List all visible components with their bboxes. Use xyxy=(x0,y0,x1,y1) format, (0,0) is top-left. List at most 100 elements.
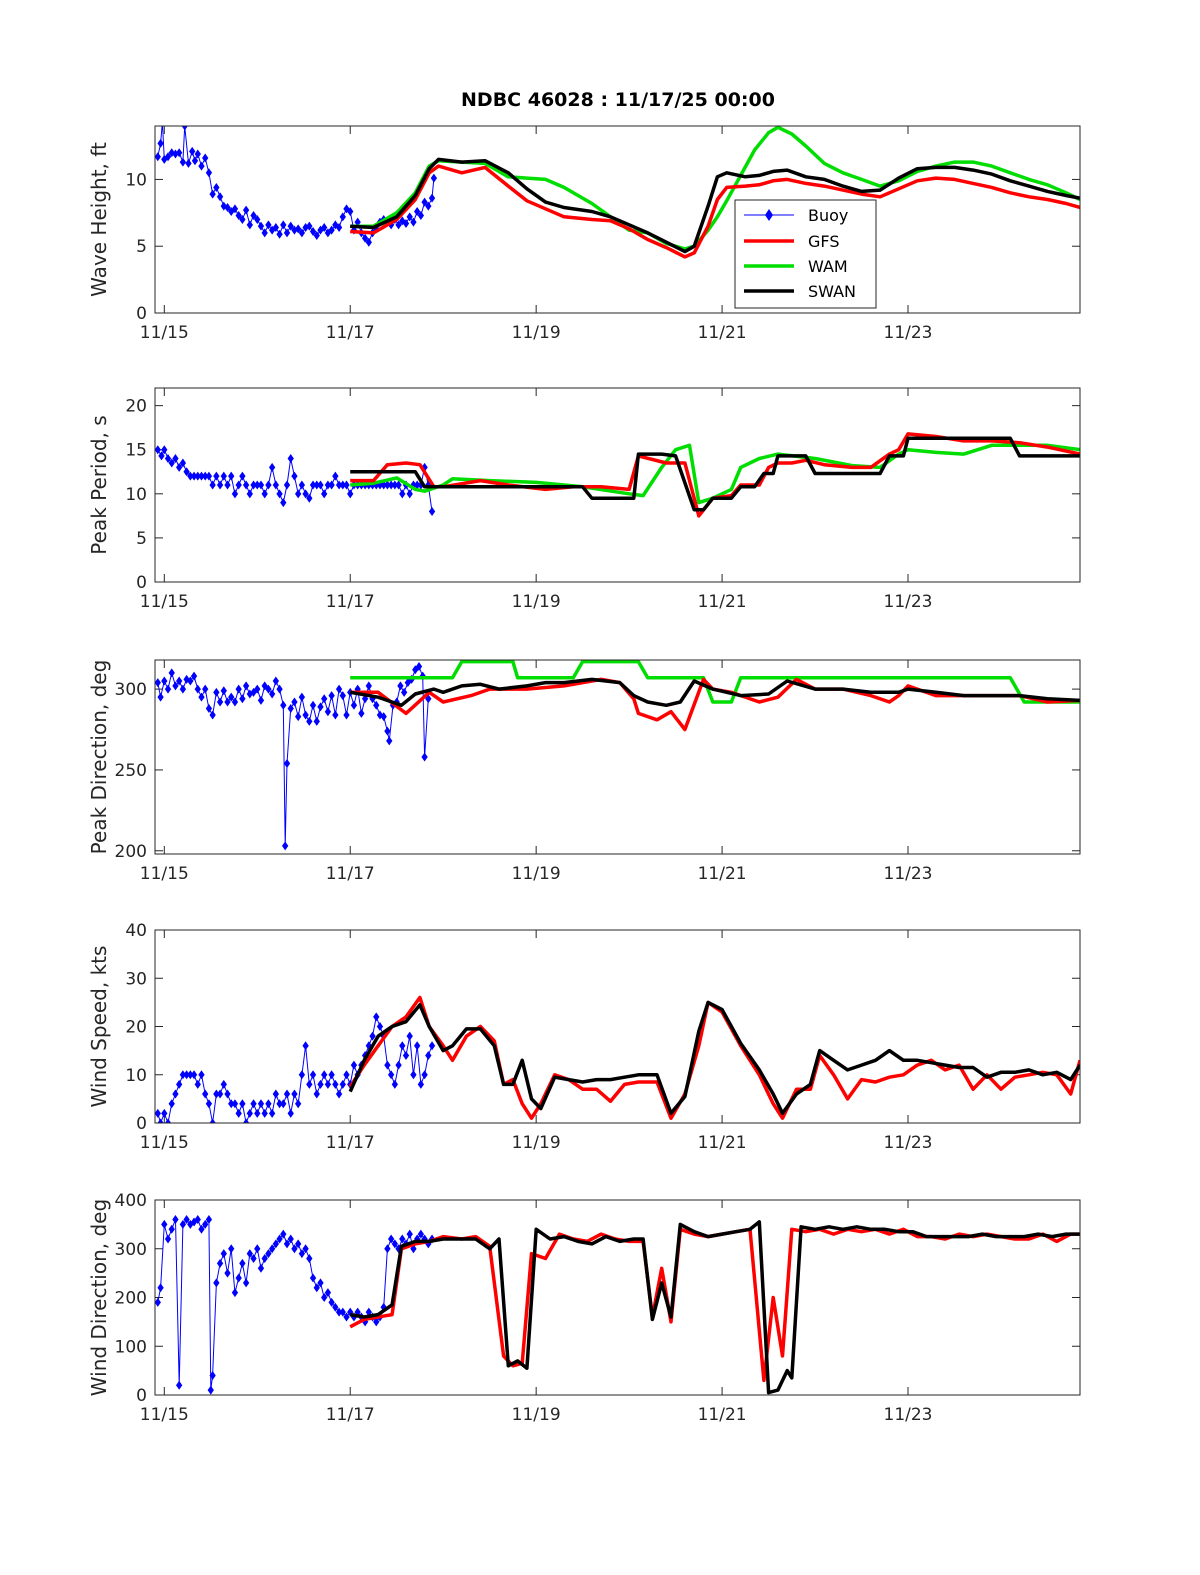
panel-5-buoy-marker xyxy=(280,1229,287,1239)
panel-4-buoy-marker xyxy=(387,1070,395,1080)
panel-1-buoy-marker xyxy=(430,173,438,183)
panel-5-buoy-marker xyxy=(328,1297,335,1307)
panel-4-buoy-marker xyxy=(425,1050,432,1060)
panel-2-buoy-marker xyxy=(317,480,324,490)
panel-1-buoy-marker xyxy=(287,221,294,231)
panel-5-series-buoy xyxy=(157,1219,433,1391)
panel-1-x-tick-label: 11/19 xyxy=(512,323,561,343)
panel-2-y-tick-label: 20 xyxy=(125,397,147,417)
panel-1-buoy-marker xyxy=(425,201,432,211)
panel-4-y-tick-label: 30 xyxy=(125,969,147,989)
panel-3-buoy-marker xyxy=(412,665,419,675)
panel-3-x-tick-label: 11/19 xyxy=(512,864,561,884)
panel-1-buoy-marker xyxy=(205,168,213,178)
panel-3-buoy-marker xyxy=(306,716,313,726)
panel-1-buoy-marker xyxy=(402,219,410,229)
panel-5-buoy-marker xyxy=(365,1307,372,1317)
panel-5-buoy-marker xyxy=(272,1239,280,1249)
panel-2-buoy-marker xyxy=(187,471,194,481)
panel-5-buoy-marker xyxy=(187,1219,194,1229)
panel-1-buoy-marker xyxy=(354,217,361,227)
panel-3-y-tick-label: 200 xyxy=(115,842,147,862)
panel-1-buoy-marker xyxy=(306,221,313,231)
panel-2-buoy-marker xyxy=(190,471,198,481)
panel-1-buoy-marker xyxy=(339,212,346,222)
panel-5-x-tick-label: 11/15 xyxy=(140,1405,189,1425)
panel-1-y-axis-label: Wave Height, ft xyxy=(87,142,111,297)
panel-2-buoy-marker xyxy=(257,480,265,490)
panel-2-buoy-marker xyxy=(399,489,406,499)
panel-2-buoy-marker xyxy=(391,480,398,490)
panel-4-x-tick-label: 11/15 xyxy=(140,1133,189,1153)
panel-5-buoy-marker xyxy=(257,1263,265,1273)
panel-4-y-tick-label: 10 xyxy=(125,1066,147,1086)
panel-3-buoy-marker xyxy=(157,692,164,702)
panel-4-x-tick-label: 11/21 xyxy=(698,1133,747,1153)
panel-1-x-tick-label: 11/17 xyxy=(326,323,375,343)
panel-4-buoy-marker xyxy=(414,1041,421,1051)
panel-1-buoy-marker xyxy=(280,220,287,230)
panel-4-buoy-marker xyxy=(332,1079,339,1089)
panel-5-y-tick-label: 0 xyxy=(136,1386,147,1406)
panel-2-buoy-marker xyxy=(295,489,302,499)
panel-4-buoy-marker xyxy=(164,1118,172,1123)
panel-4-buoy-marker xyxy=(313,1089,320,1099)
panel-1-buoy-marker xyxy=(410,217,417,227)
panel-3-buoy-marker xyxy=(321,694,328,704)
panel-4-buoy-marker xyxy=(317,1079,324,1089)
panel-4-buoy-marker xyxy=(168,1099,175,1109)
legend-label-swan: SWAN xyxy=(808,282,856,301)
panel-5-series-swan xyxy=(349,1220,1080,1395)
panel-2-buoy-marker xyxy=(242,480,250,490)
panel-1-buoy-marker xyxy=(181,126,188,131)
panel-5-buoy-marker xyxy=(387,1234,395,1244)
panel-2-buoy-marker xyxy=(216,480,224,490)
panel-1-buoy-marker xyxy=(172,149,179,159)
panel-1-buoy-marker xyxy=(313,231,320,241)
panel-1-buoy-marker xyxy=(224,202,231,212)
panel-2-buoy-marker xyxy=(395,480,402,490)
legend-label-buoy: Buoy xyxy=(808,206,848,225)
panel-5-buoy-marker xyxy=(207,1385,214,1395)
panel-4-buoy-marker xyxy=(384,1060,391,1070)
panel-5-buoy-marker xyxy=(261,1254,268,1263)
panel-4-buoy-marker xyxy=(172,1089,179,1099)
panel-4-buoy-marker xyxy=(268,1108,276,1118)
panel-5-buoy-marker xyxy=(168,1224,175,1234)
panel-2-buoy-marker xyxy=(306,493,313,503)
panel-3-buoy-marker xyxy=(358,708,365,718)
panel-3-x-tick-label: 11/21 xyxy=(698,864,747,884)
panel-5-buoy-marker xyxy=(335,1307,343,1317)
panel-1-buoy-marker xyxy=(235,210,242,220)
panel-5-buoy-marker xyxy=(332,1302,339,1312)
panel-3-buoy-marker xyxy=(384,726,391,736)
panel-2-buoy-marker xyxy=(268,462,276,472)
panel-3-buoy-marker xyxy=(250,687,257,697)
panel-2-buoy-marker xyxy=(298,480,306,490)
panel-5-buoy-marker xyxy=(287,1234,294,1244)
panel-4-buoy-marker xyxy=(287,1108,294,1118)
panel-4-buoy-marker xyxy=(276,1099,283,1109)
panel-5-buoy-marker xyxy=(317,1278,324,1288)
panel-4-buoy-marker xyxy=(239,1099,246,1109)
panel-2-buoy-marker xyxy=(231,489,239,499)
panel-5-x-tick-label: 11/21 xyxy=(698,1405,747,1425)
panel-3-buoy-marker xyxy=(373,700,380,710)
panel-2-x-tick-label: 11/23 xyxy=(884,592,933,612)
panel-2-buoy-marker xyxy=(347,489,354,499)
panel-1-series-wam xyxy=(350,126,1080,251)
panel-4-buoy-marker xyxy=(246,1108,253,1118)
panel-3-buoy-marker xyxy=(380,712,387,722)
panel-2-buoy-marker xyxy=(321,489,328,499)
panel-4-buoy-marker xyxy=(179,1070,187,1080)
panel-4: 11/15 11/17 11/19 11/21 11/23 0 10 20 30 40 Wind S… xyxy=(87,921,1081,1153)
panel-2-buoy-marker xyxy=(239,471,246,481)
panel-2-y-tick-label: 15 xyxy=(125,441,147,461)
panel-4-buoy-marker xyxy=(309,1070,317,1080)
panel-4-buoy-marker xyxy=(373,1012,380,1022)
panel-3-buoy-marker xyxy=(400,687,408,697)
panel-3-buoy-marker xyxy=(242,681,250,691)
panel-1-buoy-marker xyxy=(361,233,369,243)
panel-5-y-tick-label: 100 xyxy=(115,1337,147,1357)
